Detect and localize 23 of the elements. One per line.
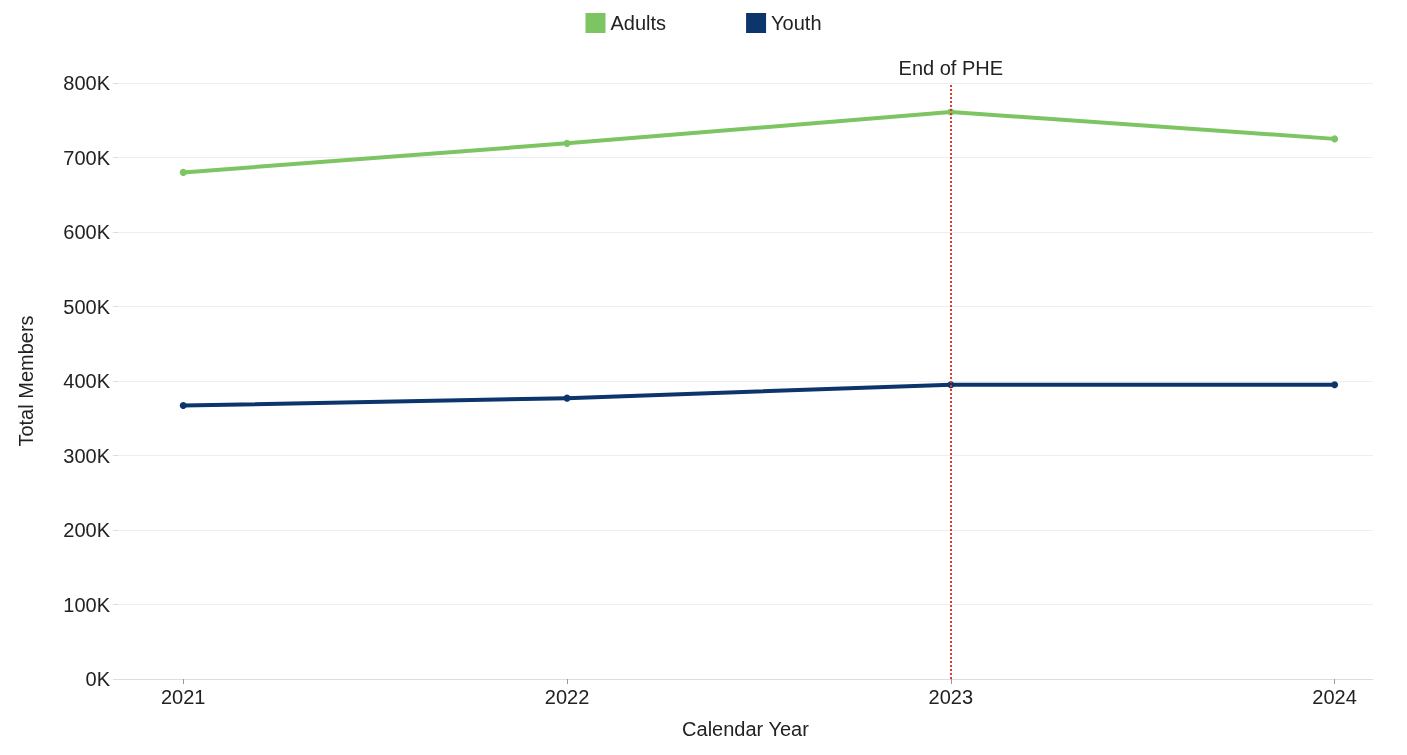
point [1331, 135, 1339, 143]
y-tick-label: 100K [63, 593, 111, 616]
x-tick-label: 2021 [160, 686, 206, 708]
point [1331, 381, 1339, 389]
y-tick-label: 600K [63, 221, 111, 243]
y-tick-label: 400K [63, 370, 111, 392]
y-tick-label: 700K [63, 146, 111, 169]
y-tick-label: 300K [63, 444, 111, 467]
y-tick-label: 200K [63, 519, 111, 541]
y-axis-title: Total Members [15, 315, 37, 447]
ref-line-label: End of PHE [898, 57, 1004, 79]
legend-label: Youth [771, 12, 822, 34]
x-tick-label: 2022 [544, 686, 590, 708]
y-tick-label: 500K [63, 295, 111, 318]
x-tick-label: 2023 [928, 686, 974, 708]
legend-label: Adults [610, 12, 667, 34]
point [179, 402, 187, 410]
x-tick-label: 2024 [1312, 686, 1357, 708]
point [179, 168, 187, 176]
y-tick-label: 800K [63, 72, 111, 94]
point [563, 139, 571, 147]
y-tick-label: 0K [85, 668, 111, 690]
x-axis-title: Calendar Year [682, 718, 810, 740]
